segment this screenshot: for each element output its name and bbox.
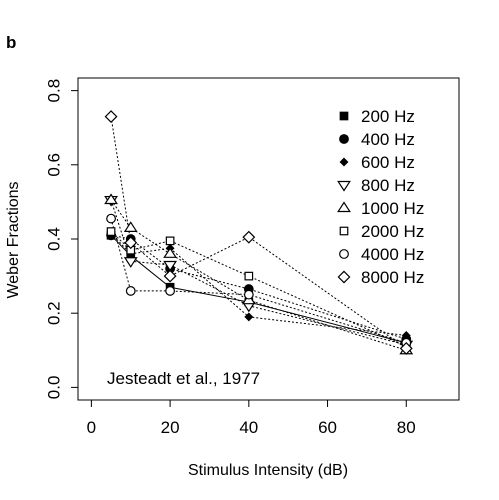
x-tick-label: 60 xyxy=(318,418,337,437)
y-tick-label: 0.6 xyxy=(44,153,63,177)
data-point xyxy=(244,271,254,281)
data-point xyxy=(125,286,136,296)
x-tick-label: 80 xyxy=(397,418,416,437)
legend: 200 Hz 400 Hz 600 Hz 800 Hz 1000 Hz 2000 Hz 40… xyxy=(337,107,424,287)
legend-marker xyxy=(339,226,349,236)
x-axis: 0 20 40 60 80 xyxy=(87,399,416,437)
y-axis-label: Weber Fractions xyxy=(5,181,22,298)
data-point xyxy=(165,236,175,246)
series-line-4000-hz xyxy=(110,218,407,344)
legend-label: 400 Hz xyxy=(361,130,415,149)
data-point xyxy=(163,260,178,272)
legend-marker xyxy=(339,157,349,167)
y-tick-label: 0.2 xyxy=(44,301,63,325)
legend-label: 2000 Hz xyxy=(361,222,424,241)
legend-marker xyxy=(337,201,351,213)
panel-label: b xyxy=(6,33,16,52)
data-point xyxy=(123,257,138,268)
data-point xyxy=(104,193,118,205)
legend-label: 4000 Hz xyxy=(361,245,424,264)
data-point xyxy=(163,269,177,283)
legend-marker xyxy=(339,111,349,121)
x-tick-label: 40 xyxy=(239,418,258,437)
legend-label: 800 Hz xyxy=(361,176,415,195)
data-point xyxy=(123,221,138,232)
x-tick-label: 20 xyxy=(161,418,180,437)
y-tick-label: 0.8 xyxy=(44,79,63,103)
data-point xyxy=(106,227,116,236)
data-point xyxy=(244,312,254,322)
y-axis: 0.0 0.2 0.4 0.6 0.8 xyxy=(44,79,79,400)
data-point xyxy=(243,289,254,300)
y-tick-label: 0.0 xyxy=(44,376,63,400)
legend-marker xyxy=(337,270,351,284)
data-point xyxy=(124,236,138,250)
series-line-8000-hz xyxy=(110,116,407,349)
citation-annotation: Jesteadt et al., 1977 xyxy=(107,369,260,388)
legend-label: 200 Hz xyxy=(361,107,415,126)
legend-label: 600 Hz xyxy=(361,153,415,172)
series-points xyxy=(104,110,414,355)
legend-marker xyxy=(339,249,349,259)
legend-marker xyxy=(337,180,351,192)
legend-marker xyxy=(339,134,349,144)
legend-label: 8000 Hz xyxy=(361,268,424,287)
data-point xyxy=(104,110,118,124)
y-tick-label: 0.4 xyxy=(44,227,63,251)
data-point xyxy=(242,230,256,244)
data-point xyxy=(399,341,413,355)
x-axis-label: Stimulus Intensity (dB) xyxy=(188,462,348,479)
data-point xyxy=(163,247,178,258)
x-tick-label: 0 xyxy=(87,418,96,437)
legend-label: 1000 Hz xyxy=(361,199,424,218)
data-point xyxy=(165,286,176,296)
data-point xyxy=(106,213,116,224)
